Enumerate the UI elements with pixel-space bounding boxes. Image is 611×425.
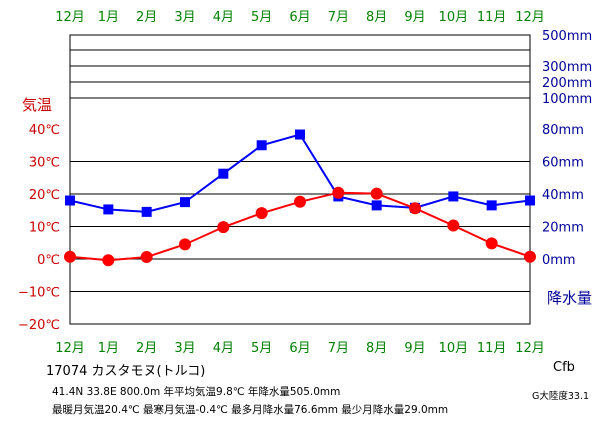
temperature-point (485, 237, 498, 250)
precipitation-tick-label: 500mm (542, 29, 592, 44)
temperature-axis: 40℃ 30℃ 20℃ 10℃ 0℃ −10℃ −20℃ (18, 123, 60, 333)
station-summary-line2: 最暖月気温20.4℃ 最寒月気温-0.4℃ 最多月降水量76.6mm 最少月降水… (52, 404, 449, 416)
precipitation-point (103, 204, 114, 215)
station-name: カスタモヌ(トルコ) (91, 364, 206, 379)
month-label-top: 4月 (213, 10, 234, 25)
temperature-point (179, 238, 191, 251)
station-summary-line1: 41.4N 33.8E 800.0m 年平均気温9.8℃ 年降水量505.0mm (52, 386, 341, 398)
month-label-top: 5月 (251, 10, 272, 25)
month-label-bottom: 5月 (251, 341, 272, 356)
temperature-point (409, 202, 421, 215)
precipitation-tick-label: 300mm (542, 60, 592, 75)
month-label-bottom: 12月 (515, 341, 545, 356)
temperature-point (140, 251, 153, 264)
precipitation-point (141, 206, 152, 217)
precipitation-point (448, 191, 459, 202)
month-label-bottom: 10月 (439, 341, 469, 356)
month-label-top: 6月 (289, 10, 310, 25)
month-label-top: 12月 (55, 10, 85, 25)
precipitation-tick-label: 60mm (542, 156, 584, 171)
precipitation-tick-label: 20mm (542, 221, 584, 236)
koppen-class: Cfb (553, 360, 575, 375)
precipitation-point (218, 168, 229, 179)
month-label-top: 11月 (477, 10, 507, 25)
month-label-bottom: 8月 (366, 341, 387, 356)
temperature-point (294, 195, 306, 208)
temperature-point (255, 207, 268, 220)
temperature-point (217, 221, 230, 234)
plot-frame (69, 34, 531, 325)
month-label-bottom: 3月 (174, 341, 195, 356)
precipitation-tick-label: 200mm (542, 76, 592, 91)
temperature-tick-label: 40℃ (29, 123, 60, 138)
precipitation-tick-label: 100mm (542, 92, 592, 107)
month-axis-top: 12月 1月 2月 3月 4月 5月 6月 7月 8月 9月 10月 11月 12月 (55, 10, 545, 25)
month-label-top: 10月 (439, 10, 469, 25)
precipitation-point (295, 129, 305, 140)
temperature-tick-label: 20℃ (29, 188, 60, 203)
temperature-point (332, 186, 345, 199)
precipitation-point (256, 140, 267, 151)
temperature-tick-label: 0℃ (37, 253, 60, 268)
month-label-top: 7月 (328, 10, 349, 25)
month-axis-bottom: 12月 1月 2月 3月 4月 5月 6月 7月 8月 9月 10月 11月 12月 (55, 341, 545, 356)
month-label-top: 2月 (136, 10, 157, 25)
precipitation-tick-label: 40mm (542, 188, 584, 203)
temperature-tick-label: 30℃ (29, 156, 60, 171)
temperature-axis-title: 気温 (22, 96, 52, 114)
month-label-bottom: 6月 (289, 341, 310, 356)
precipitation-point (180, 197, 190, 208)
month-label-bottom: 11月 (477, 341, 507, 356)
month-label-top: 1月 (98, 10, 119, 25)
temperature-tick-label: 10℃ (29, 221, 60, 236)
month-label-bottom: 9月 (404, 341, 425, 356)
month-label-bottom: 1月 (98, 341, 119, 356)
temperature-point (102, 254, 115, 267)
temperature-tick-label: −20℃ (18, 318, 60, 333)
month-label-top: 8月 (366, 10, 387, 25)
precipitation-tick-label: 0mm (542, 253, 576, 268)
temperature-point (370, 187, 383, 200)
precipitation-point (371, 200, 382, 211)
month-label-bottom: 12月 (55, 341, 85, 356)
month-label-top: 12月 (515, 10, 545, 25)
precipitation-point (525, 195, 535, 206)
temperature-point (64, 250, 76, 263)
month-label-bottom: 4月 (213, 341, 234, 356)
precipitation-point (486, 200, 497, 211)
temperature-point (447, 219, 460, 232)
continentality-index: G大陸度33.1 (532, 391, 590, 402)
month-label-top: 9月 (404, 10, 425, 25)
station-title: 17074 カスタモヌ(トルコ) (46, 360, 205, 379)
temperature-point (524, 250, 536, 263)
month-label-top: 3月 (174, 10, 195, 25)
station-id: 17074 (46, 364, 88, 379)
month-label-bottom: 2月 (136, 341, 157, 356)
month-label-bottom: 7月 (328, 341, 349, 356)
grid-lines (69, 34, 531, 325)
precipitation-axis-title: 降水量 (547, 289, 592, 307)
temperature-tick-label: −10℃ (18, 286, 60, 301)
temperature-series (64, 186, 536, 267)
precipitation-tick-label: 80mm (542, 123, 584, 138)
precipitation-point (65, 195, 75, 206)
